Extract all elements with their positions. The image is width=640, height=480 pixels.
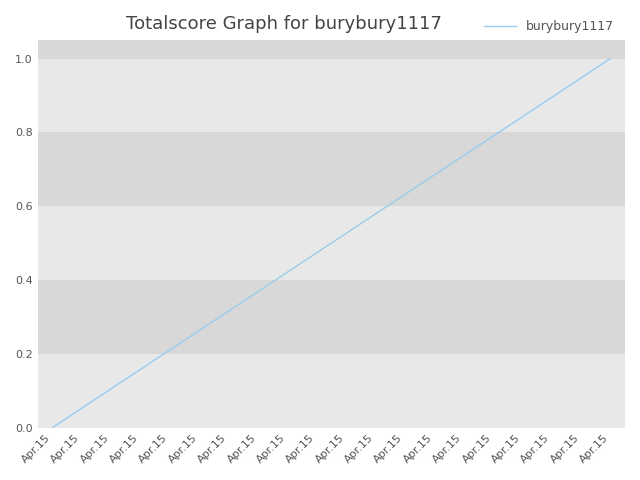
burybury1117: [518, 114, 526, 120]
burybury1117: [284, 269, 291, 275]
burybury1117: [577, 75, 585, 81]
burybury1117: [313, 250, 321, 256]
burybury1117: [607, 56, 614, 61]
Legend: burybury1117: burybury1117: [479, 15, 619, 38]
Bar: [38, 132, 625, 206]
Bar: [38, 59, 625, 132]
Title: Totalscore Graph for burybury1117: Totalscore Graph for burybury1117: [126, 15, 442, 33]
burybury1117: [107, 386, 115, 392]
burybury1117: [136, 367, 144, 372]
Bar: [38, 206, 625, 280]
burybury1117: [430, 172, 438, 178]
Bar: [38, 354, 625, 428]
Line: burybury1117: burybury1117: [52, 59, 611, 428]
burybury1117: [254, 289, 262, 295]
Bar: [38, 280, 625, 354]
burybury1117: [548, 95, 556, 100]
burybury1117: [225, 308, 232, 314]
burybury1117: [401, 192, 408, 197]
burybury1117: [195, 328, 203, 334]
burybury1117: [166, 347, 173, 353]
burybury1117: [342, 230, 350, 236]
burybury1117: [78, 406, 86, 411]
burybury1117: [460, 153, 467, 158]
burybury1117: [489, 133, 497, 139]
burybury1117: [49, 425, 56, 431]
burybury1117: [371, 211, 379, 217]
Bar: [38, 40, 625, 59]
